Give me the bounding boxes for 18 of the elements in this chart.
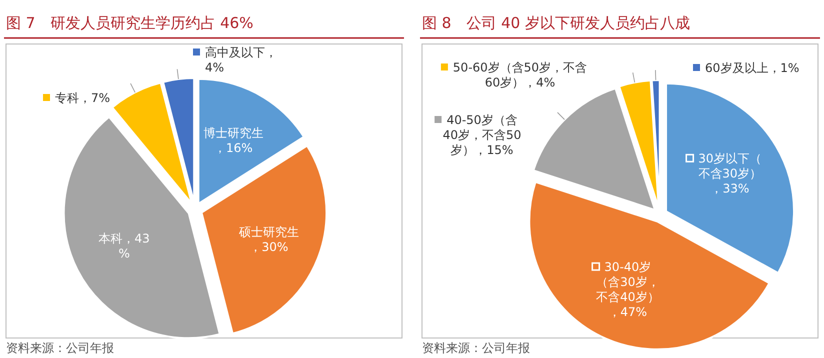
text: 资料来源：公司年报 <box>422 341 530 355</box>
legend-label: 50-60岁（含50岁，不含60岁），4% <box>452 60 588 90</box>
legend-label: 30岁以下（不含30岁） <box>698 152 762 181</box>
data-label: ，47% <box>608 305 648 320</box>
legend-label: 60岁及以上，1% <box>705 61 800 75</box>
slice-label: 本科，43% <box>98 232 150 261</box>
data-label: ，16% <box>214 140 253 155</box>
slice-label: 硕士研究生 <box>238 224 299 239</box>
chart-title: 图 8 公司 40 岁以下研发人员约占八成 <box>422 14 690 32</box>
legend-label: 专科，7% <box>55 91 110 105</box>
chart-title: 图 7 研发人员研究生学历约占 46% <box>6 14 254 32</box>
legend-label: 30-40岁（含30岁，不含40岁） <box>596 260 660 304</box>
slice-label: 博士研究生 <box>203 126 264 140</box>
legend-label: 40-50岁（含40岁，不含50岁），15% <box>442 113 522 157</box>
data-label: ，30% <box>250 240 288 254</box>
data-label: ，33% <box>710 182 750 196</box>
text: 资料来源：公司年报 <box>6 341 114 355</box>
legend-label: 高中及以下，4% <box>205 46 277 74</box>
